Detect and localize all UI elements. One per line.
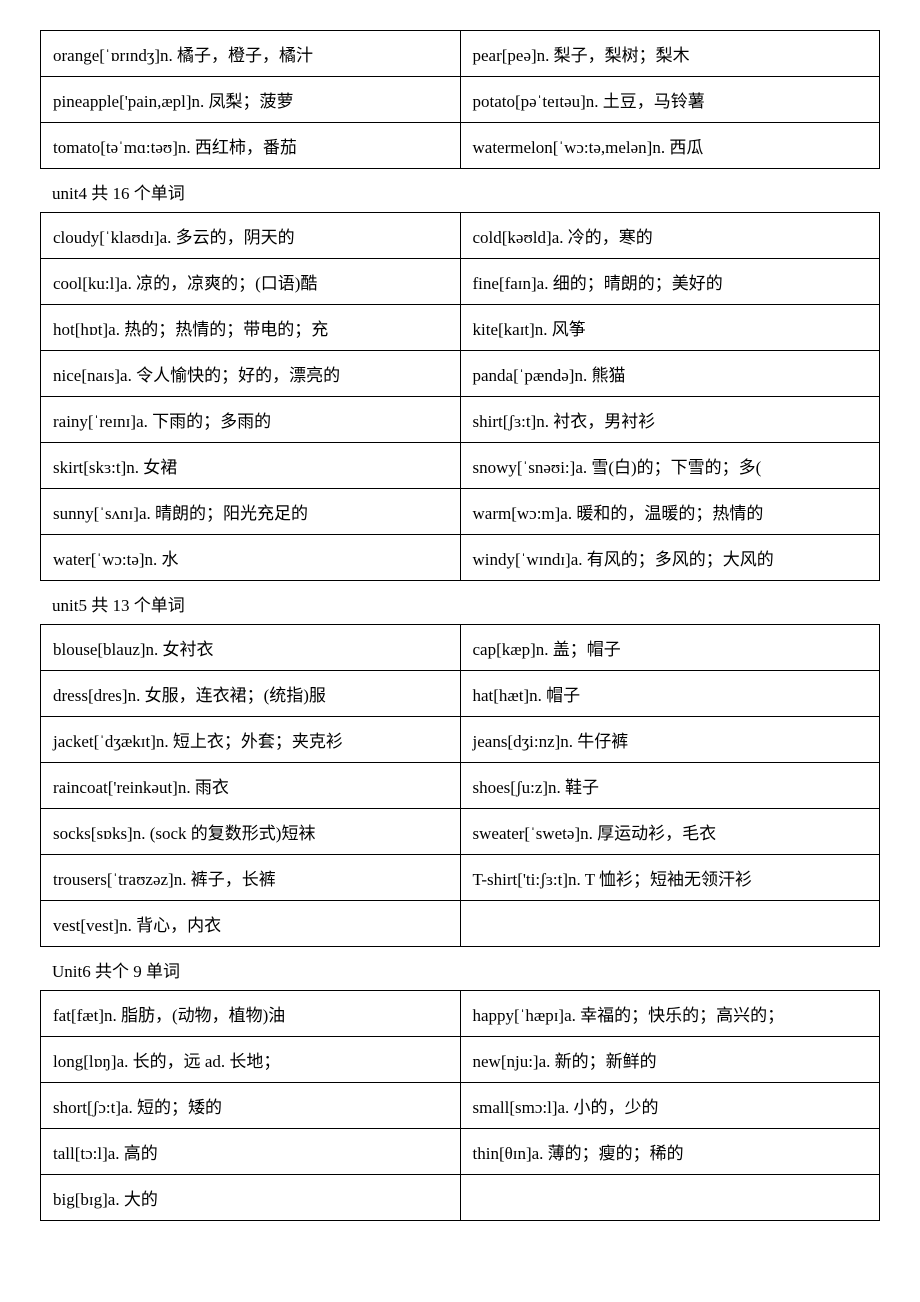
vocab-cell-right: potato[pəˈteɪtəu]n. 土豆，马铃薯 — [460, 77, 880, 123]
vocab-cell-right: shoes[ʃu:z]n. 鞋子 — [460, 763, 880, 809]
vocab-cell-left: hot[hɒt]a. 热的；热情的；带电的；充 — [41, 305, 461, 351]
vocab-table: blouse[blauz]n. 女衬衣cap[kæp]n. 盖；帽子dress[… — [40, 624, 880, 947]
table-row: dress[dres]n. 女服，连衣裙；(统指)服hat[hæt]n. 帽子 — [41, 671, 880, 717]
vocab-cell-left: short[ʃɔ:t]a. 短的；矮的 — [41, 1083, 461, 1129]
vocab-cell-right: cap[kæp]n. 盖；帽子 — [460, 625, 880, 671]
vocab-cell-left: vest[vest]n. 背心，内衣 — [41, 901, 461, 947]
vocab-cell-right: cold[kəʊld]a. 冷的，寒的 — [460, 213, 880, 259]
vocab-cell-left: rainy[ˈreɪnɪ]a. 下雨的；多雨的 — [41, 397, 461, 443]
section-header: unit4 共 16 个单词 — [40, 171, 880, 212]
section-header: Unit6 共个 9 单词 — [40, 949, 880, 990]
vocab-cell-right: watermelon[ˈwɔ:tə,melən]n. 西瓜 — [460, 123, 880, 169]
table-row: rainy[ˈreɪnɪ]a. 下雨的；多雨的shirt[ʃɜ:t]n. 衬衣，… — [41, 397, 880, 443]
vocab-cell-right — [460, 1175, 880, 1221]
vocab-cell-right: kite[kaɪt]n. 风筝 — [460, 305, 880, 351]
vocab-cell-left: skirt[skɜ:t]n. 女裙 — [41, 443, 461, 489]
vocab-cell-right: shirt[ʃɜ:t]n. 衬衣，男衬衫 — [460, 397, 880, 443]
vocab-cell-left: cool[ku:l]a. 凉的，凉爽的；(口语)酷 — [41, 259, 461, 305]
vocab-cell-left: pineapple['pain,æpl]n. 凤梨；菠萝 — [41, 77, 461, 123]
vocab-cell-right: sweater[ˈswetə]n. 厚运动衫，毛衣 — [460, 809, 880, 855]
table-row: blouse[blauz]n. 女衬衣cap[kæp]n. 盖；帽子 — [41, 625, 880, 671]
vocab-cell-left: raincoat['reinkəut]n. 雨衣 — [41, 763, 461, 809]
table-row: tall[tɔ:l]a. 高的thin[θɪn]a. 薄的；瘦的；稀的 — [41, 1129, 880, 1175]
vocab-cell-right: T-shirt['ti:ʃɜ:t]n. T 恤衫；短袖无领汗衫 — [460, 855, 880, 901]
table-row: cool[ku:l]a. 凉的，凉爽的；(口语)酷fine[faɪn]a. 细的… — [41, 259, 880, 305]
vocab-cell-right: happy[ˈhæpɪ]a. 幸福的；快乐的；高兴的； — [460, 991, 880, 1037]
vocab-cell-right: pear[peə]n. 梨子，梨树；梨木 — [460, 31, 880, 77]
vocab-cell-left: water[ˈwɔ:tə]n. 水 — [41, 535, 461, 581]
table-row: big[bɪg]a. 大的 — [41, 1175, 880, 1221]
table-row: skirt[skɜ:t]n. 女裙snowy[ˈsnəʊi:]a. 雪(白)的；… — [41, 443, 880, 489]
table-row: trousers[ˈtraʊzəz]n. 裤子，长裤T-shirt['ti:ʃɜ… — [41, 855, 880, 901]
table-row: pineapple['pain,æpl]n. 凤梨；菠萝potato[pəˈte… — [41, 77, 880, 123]
vocab-cell-right: new[nju:]a. 新的；新鲜的 — [460, 1037, 880, 1083]
table-row: raincoat['reinkəut]n. 雨衣shoes[ʃu:z]n. 鞋子 — [41, 763, 880, 809]
vocab-cell-left: tall[tɔ:l]a. 高的 — [41, 1129, 461, 1175]
vocab-cell-right: thin[θɪn]a. 薄的；瘦的；稀的 — [460, 1129, 880, 1175]
vocab-cell-right: fine[faɪn]a. 细的；晴朗的；美好的 — [460, 259, 880, 305]
vocab-cell-right: small[smɔ:l]a. 小的，少的 — [460, 1083, 880, 1129]
vocab-cell-left: trousers[ˈtraʊzəz]n. 裤子，长裤 — [41, 855, 461, 901]
table-row: fat[fæt]n. 脂肪，(动物，植物)油happy[ˈhæpɪ]a. 幸福的… — [41, 991, 880, 1037]
vocab-cell-left: blouse[blauz]n. 女衬衣 — [41, 625, 461, 671]
vocab-cell-right: panda[ˈpændə]n. 熊猫 — [460, 351, 880, 397]
table-row: hot[hɒt]a. 热的；热情的；带电的；充kite[kaɪt]n. 风筝 — [41, 305, 880, 351]
vocab-cell-left: cloudy[ˈklaʊdɪ]a. 多云的，阴天的 — [41, 213, 461, 259]
table-row: long[lɒŋ]a. 长的，远 ad. 长地；new[nju:]a. 新的；新… — [41, 1037, 880, 1083]
table-row: nice[naɪs]a. 令人愉快的；好的，漂亮的panda[ˈpændə]n.… — [41, 351, 880, 397]
table-row: water[ˈwɔ:tə]n. 水windy[ˈwɪndɪ]a. 有风的；多风的… — [41, 535, 880, 581]
vocab-cell-left: big[bɪg]a. 大的 — [41, 1175, 461, 1221]
vocab-cell-left: jacket[ˈdʒækɪt]n. 短上衣；外套；夹克衫 — [41, 717, 461, 763]
table-row: vest[vest]n. 背心，内衣 — [41, 901, 880, 947]
vocab-cell-left: socks[sɒks]n. (sock 的复数形式)短袜 — [41, 809, 461, 855]
table-row: short[ʃɔ:t]a. 短的；矮的small[smɔ:l]a. 小的，少的 — [41, 1083, 880, 1129]
vocab-table: cloudy[ˈklaʊdɪ]a. 多云的，阴天的cold[kəʊld]a. 冷… — [40, 212, 880, 581]
table-row: tomato[təˈmɑ:təʊ]n. 西红柿，番茄watermelon[ˈwɔ… — [41, 123, 880, 169]
vocab-cell-right: snowy[ˈsnəʊi:]a. 雪(白)的；下雪的；多( — [460, 443, 880, 489]
section-header: unit5 共 13 个单词 — [40, 583, 880, 624]
table-row: orange[ˈɒrɪndʒ]n. 橘子，橙子，橘汁pear[peə]n. 梨子… — [41, 31, 880, 77]
table-row: socks[sɒks]n. (sock 的复数形式)短袜sweater[ˈswe… — [41, 809, 880, 855]
vocab-cell-left: long[lɒŋ]a. 长的，远 ad. 长地； — [41, 1037, 461, 1083]
vocab-cell-right: jeans[dʒi:nz]n. 牛仔裤 — [460, 717, 880, 763]
vocab-cell-left: orange[ˈɒrɪndʒ]n. 橘子，橙子，橘汁 — [41, 31, 461, 77]
vocab-cell-left: sunny[ˈsʌnɪ]a. 晴朗的；阳光充足的 — [41, 489, 461, 535]
vocab-cell-right — [460, 901, 880, 947]
vocab-table: fat[fæt]n. 脂肪，(动物，植物)油happy[ˈhæpɪ]a. 幸福的… — [40, 990, 880, 1221]
table-row: sunny[ˈsʌnɪ]a. 晴朗的；阳光充足的warm[wɔ:m]a. 暖和的… — [41, 489, 880, 535]
vocab-cell-right: windy[ˈwɪndɪ]a. 有风的；多风的；大风的 — [460, 535, 880, 581]
vocab-cell-left: fat[fæt]n. 脂肪，(动物，植物)油 — [41, 991, 461, 1037]
vocab-table: orange[ˈɒrɪndʒ]n. 橘子，橙子，橘汁pear[peə]n. 梨子… — [40, 30, 880, 169]
vocab-cell-left: nice[naɪs]a. 令人愉快的；好的，漂亮的 — [41, 351, 461, 397]
table-row: cloudy[ˈklaʊdɪ]a. 多云的，阴天的cold[kəʊld]a. 冷… — [41, 213, 880, 259]
vocab-cell-left: dress[dres]n. 女服，连衣裙；(统指)服 — [41, 671, 461, 717]
table-row: jacket[ˈdʒækɪt]n. 短上衣；外套；夹克衫jeans[dʒi:nz… — [41, 717, 880, 763]
vocab-cell-right: hat[hæt]n. 帽子 — [460, 671, 880, 717]
vocab-cell-left: tomato[təˈmɑ:təʊ]n. 西红柿，番茄 — [41, 123, 461, 169]
vocab-cell-right: warm[wɔ:m]a. 暖和的，温暖的；热情的 — [460, 489, 880, 535]
